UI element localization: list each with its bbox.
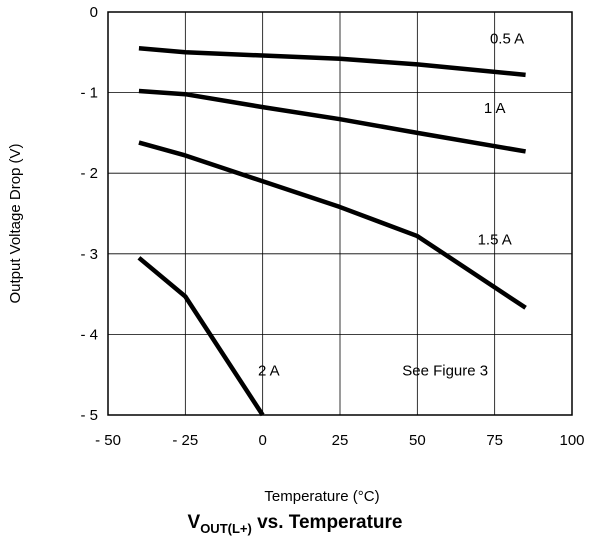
y-axis-title: Output Voltage Drop (V) [7,143,24,303]
y-tick-label: - 2 [80,165,98,182]
series-label: 1 A [484,100,506,117]
chart-title-main: V [187,512,201,533]
x-axis-title: Temperature (°C) [264,488,379,505]
chart-title: VOUT(L+) vs. Temperature [0,512,590,536]
y-tick-label: - 5 [80,407,98,424]
x-tick-label: 100 [559,432,584,449]
y-tick-label: 0 [90,4,98,21]
chart-title-subscript: OUT(L+) [200,521,252,536]
series-line-0-5-a [138,46,526,78]
x-tick-labels: - 50 - 25 0 25 50 75 100 [95,432,584,449]
series-lines [137,46,527,417]
x-tick-label: - 25 [172,432,198,449]
x-tick-label: 75 [486,432,503,449]
y-tick-label: - 4 [80,326,98,343]
series-label: 0.5 A [490,31,524,48]
y-tick-label: - 3 [80,246,98,263]
y-tick-label: - 1 [80,85,98,102]
x-tick-label: 50 [409,432,426,449]
series-line-2-a [137,256,265,417]
series-line-1-5-a [138,140,527,310]
annotation-see-figure: See Figure 3 [402,363,488,380]
chart-svg: - 50 - 25 0 25 50 75 100 0 - 1 - 2 - 3 - 4 - 5 0.5 … [7,4,585,505]
series-line-1-a [138,88,526,154]
series-labels: 0.5 A 1 A 1.5 A 2 A [258,31,524,380]
x-tick-label: 25 [332,432,349,449]
y-tick-labels: 0 - 1 - 2 - 3 - 4 - 5 [80,4,98,424]
x-tick-label: 0 [258,432,266,449]
plot-frame [107,11,573,416]
series-label: 1.5 A [478,231,512,248]
series-label: 2 A [258,363,280,380]
chart-title-rest: vs. Temperature [251,512,403,533]
x-tick-label: - 50 [95,432,121,449]
